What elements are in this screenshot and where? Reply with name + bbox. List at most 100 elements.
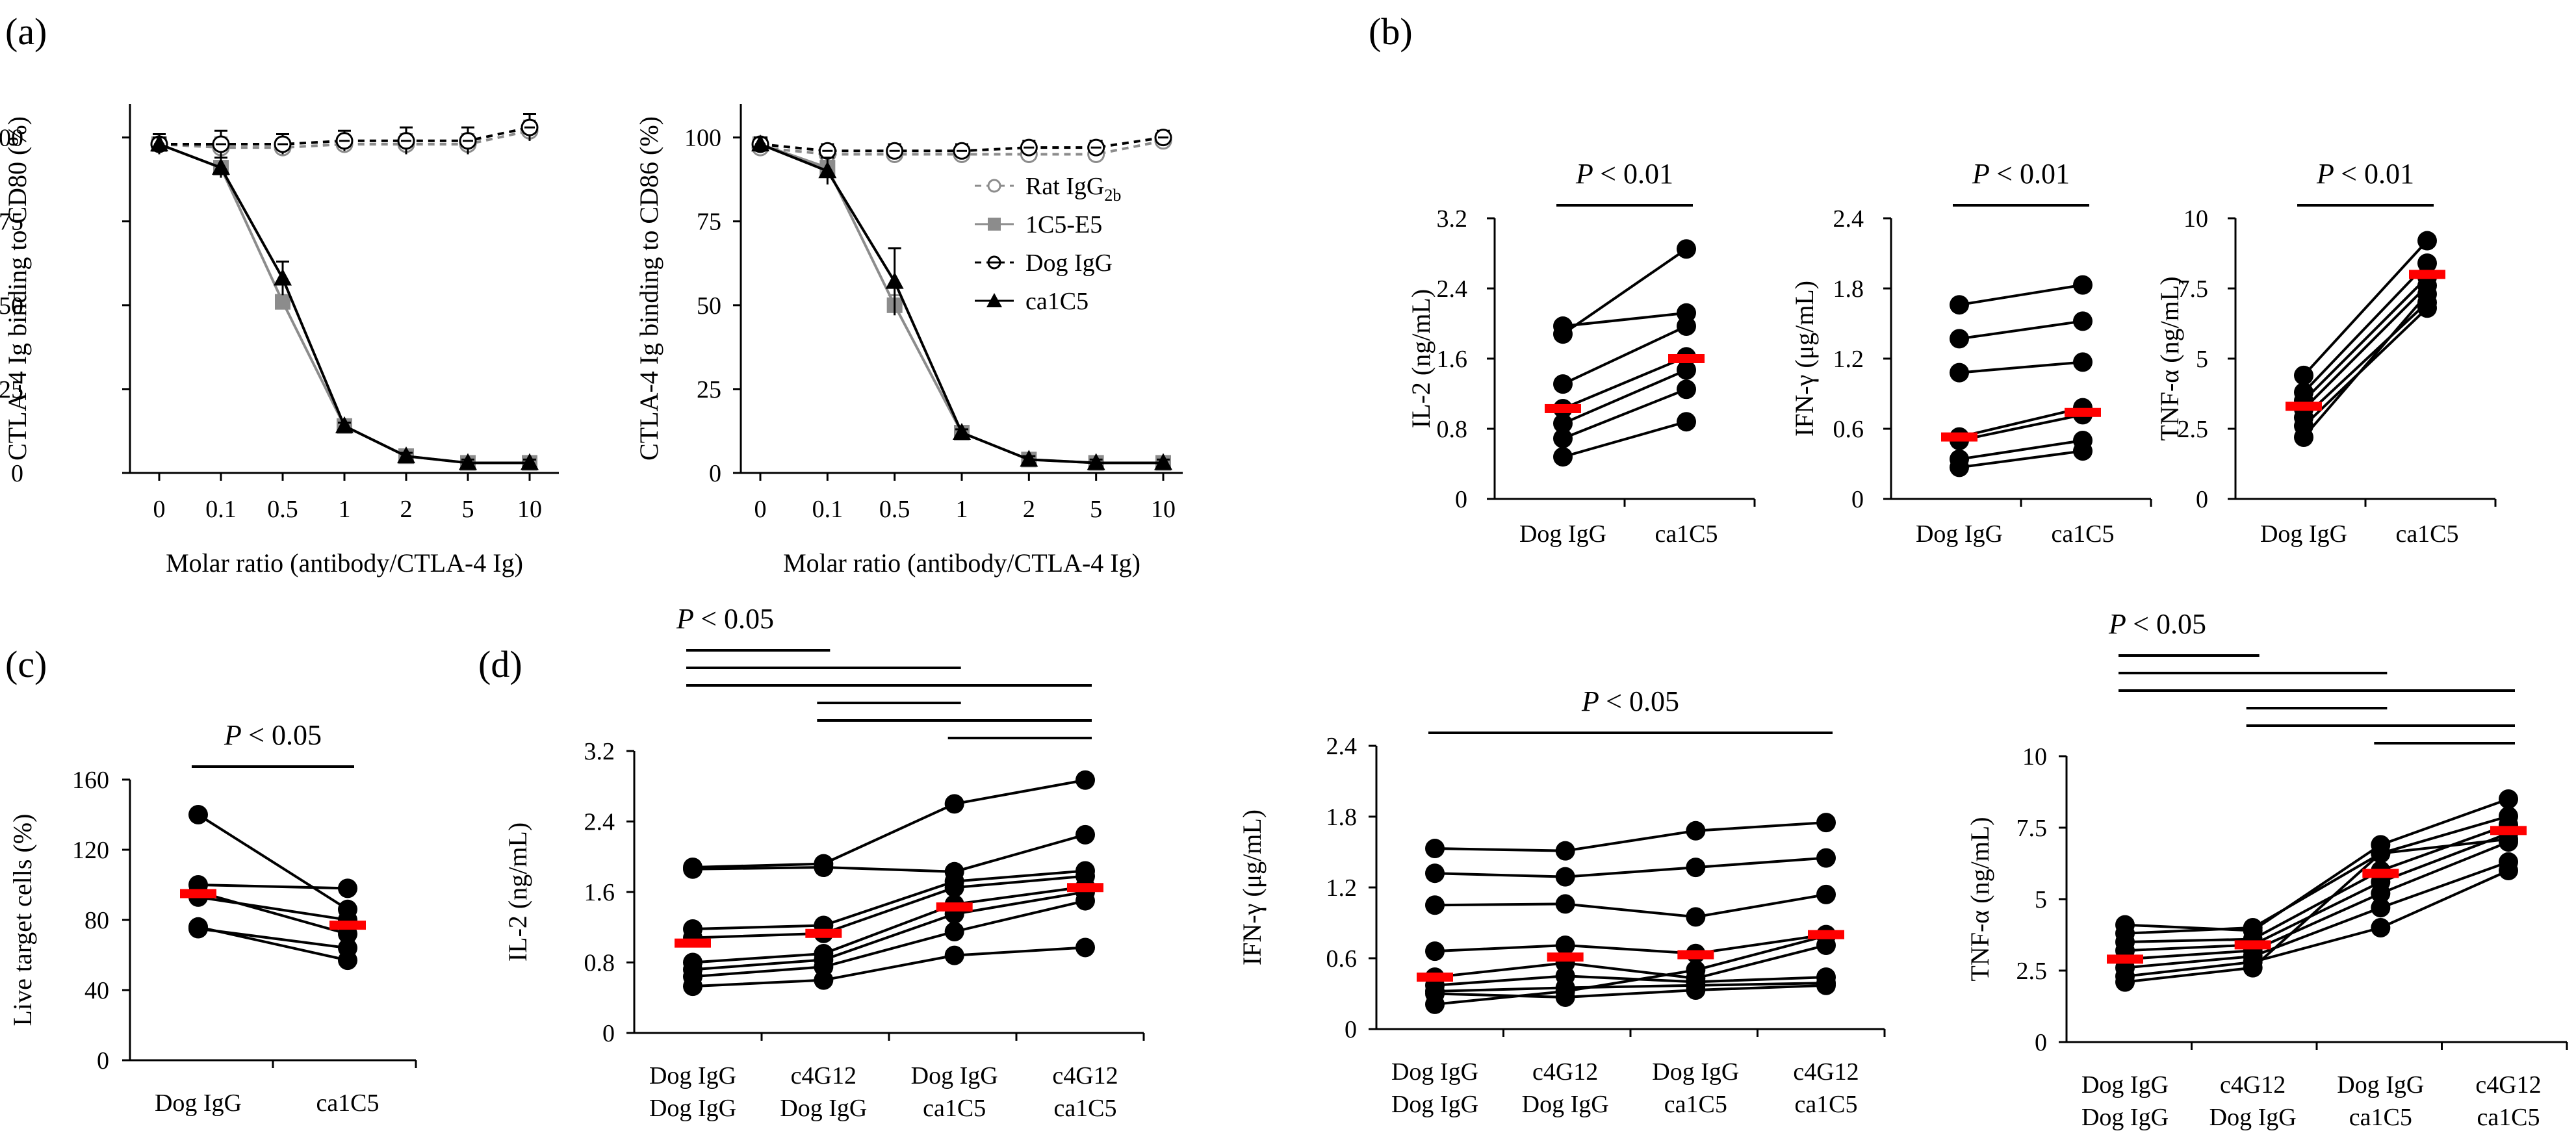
data-point bbox=[275, 294, 290, 310]
subject-line bbox=[2124, 869, 2509, 978]
legend-rat-subscript: 2b bbox=[1104, 186, 1121, 205]
data-point bbox=[397, 446, 415, 464]
x-tick-label: 10 bbox=[517, 496, 542, 523]
data-point bbox=[338, 878, 357, 898]
data-point bbox=[1553, 428, 1573, 448]
subject-line bbox=[1959, 413, 2083, 442]
y-tick-label: 0 bbox=[2035, 1029, 2047, 1056]
subjects bbox=[683, 770, 1095, 997]
x-tick-label: 1 bbox=[956, 496, 968, 523]
data-point bbox=[818, 161, 837, 179]
y-tick-label: 2.4 bbox=[1437, 275, 1468, 303]
data-point bbox=[188, 917, 208, 937]
subject-line bbox=[692, 833, 1086, 873]
x-tick-label: ca1C5 bbox=[1664, 1091, 1727, 1118]
y-tick-label: 0.6 bbox=[1833, 416, 1864, 443]
data-point bbox=[1686, 960, 1706, 980]
y-tick-label: 10 bbox=[2183, 205, 2208, 233]
median-bar bbox=[2107, 954, 2143, 964]
data-point bbox=[338, 950, 357, 971]
x-tick-label: 1 bbox=[339, 496, 351, 523]
data-point bbox=[2371, 884, 2391, 904]
data-point bbox=[1816, 813, 1836, 833]
subject-line bbox=[1959, 283, 2083, 307]
data-point bbox=[944, 922, 964, 942]
data-point bbox=[1154, 453, 1172, 470]
x-tick-label: 2 bbox=[400, 496, 413, 523]
subject-line bbox=[692, 891, 1086, 971]
y-tick-label: 1.8 bbox=[1326, 804, 1358, 831]
subject-line bbox=[1959, 406, 2083, 439]
x-tick-label: Dog IgG bbox=[1519, 520, 1606, 548]
y-tick-label: 40 bbox=[84, 977, 109, 1004]
legend-1c5e5-marker bbox=[988, 218, 1001, 231]
data-point bbox=[1555, 936, 1575, 956]
data-point bbox=[1677, 360, 1696, 380]
legend-ca1c5-label: ca1C5 bbox=[1025, 288, 1088, 315]
y-tick-label: 2.5 bbox=[2178, 416, 2209, 443]
y-axis-title: CTLA-4 Ig binding to CD86 (%) bbox=[634, 116, 663, 461]
y-tick-label: 7.5 bbox=[2016, 815, 2048, 842]
y-tick-label: 2.5 bbox=[2016, 958, 2048, 985]
x-tick-label: c4G12 bbox=[1793, 1058, 1859, 1086]
data-point bbox=[1087, 453, 1105, 470]
subject-line bbox=[198, 884, 348, 890]
y-tick-label: 75 bbox=[697, 209, 721, 236]
median-bar bbox=[1067, 883, 1103, 893]
y-tick-label: 25 bbox=[697, 376, 721, 403]
median-bar bbox=[1668, 354, 1705, 363]
subject-line bbox=[197, 813, 349, 911]
chart-b1: 0 0.8 1.6 2.4 3.2 IL-2 (ng/mL) Dog IgG ca1C5 P <… bbox=[1406, 158, 1756, 548]
y-tick-label: 75 bbox=[0, 209, 23, 236]
x-tick-label: Dog IgG bbox=[2337, 1071, 2424, 1099]
data-point bbox=[944, 878, 964, 898]
y-tick-label: 2.4 bbox=[1833, 205, 1864, 233]
data-point bbox=[2243, 958, 2263, 978]
chart-d1: 0 0.8 1.6 2.4 3.2 IL-2 (ng/mL) Dog IgG Dog IgG c… bbox=[503, 603, 1145, 1122]
y-tick-label: 0 bbox=[2196, 486, 2208, 513]
data-point bbox=[1677, 316, 1696, 337]
data-point bbox=[953, 423, 971, 440]
subject-line bbox=[1434, 934, 1827, 1006]
data-point bbox=[2417, 284, 2437, 304]
series-ca1c5 bbox=[751, 134, 1172, 470]
subjects bbox=[188, 805, 357, 971]
legend-rat-label: Rat IgG bbox=[1025, 173, 1104, 200]
data-point bbox=[2499, 861, 2518, 880]
subject-line bbox=[1562, 325, 1687, 385]
y-tick-label: 120 bbox=[72, 837, 109, 864]
data-point bbox=[683, 859, 702, 879]
data-point bbox=[150, 134, 168, 151]
median-bar bbox=[329, 921, 366, 930]
y-tick-label: 1.6 bbox=[584, 879, 615, 906]
x-tick-label: c4G12 bbox=[1532, 1058, 1598, 1086]
data-point bbox=[1425, 863, 1445, 884]
p-value-label: P < 0.05 bbox=[1581, 685, 1679, 717]
subject-line bbox=[198, 925, 348, 962]
x-tick-label: ca1C5 bbox=[1053, 1095, 1116, 1122]
y-tick-label: 100 bbox=[684, 125, 721, 152]
p-value-label: P < 0.01 bbox=[2316, 158, 2414, 190]
median-bar bbox=[2065, 407, 2101, 417]
y-tick-label: 50 bbox=[0, 292, 23, 320]
panel-label-a: (a) bbox=[5, 10, 47, 53]
data-point bbox=[1553, 447, 1573, 467]
y-tick-label: 2.4 bbox=[1326, 733, 1358, 760]
y-axis-title: IL-2 (ng/mL) bbox=[503, 822, 532, 961]
median-bar bbox=[805, 928, 842, 938]
series-dog-igg bbox=[150, 112, 539, 158]
x-tick-label: ca1C5 bbox=[2395, 520, 2458, 548]
y-tick-label: 0 bbox=[1455, 486, 1467, 513]
x-tick-label: Dog IgG bbox=[911, 1062, 998, 1089]
data-point bbox=[683, 976, 702, 997]
x-tick-label: Dog IgG bbox=[1391, 1058, 1478, 1086]
data-point bbox=[521, 453, 539, 470]
x-tick-label: Dog IgG bbox=[155, 1089, 242, 1117]
data-point bbox=[1555, 981, 1575, 1001]
data-point bbox=[2073, 441, 2093, 461]
median-bar bbox=[1808, 930, 1844, 939]
subject-line bbox=[1434, 944, 1827, 980]
data-point bbox=[1555, 867, 1575, 887]
legend-ca1c5-marker bbox=[986, 293, 1002, 307]
y-tick-label: 0.8 bbox=[584, 950, 615, 977]
